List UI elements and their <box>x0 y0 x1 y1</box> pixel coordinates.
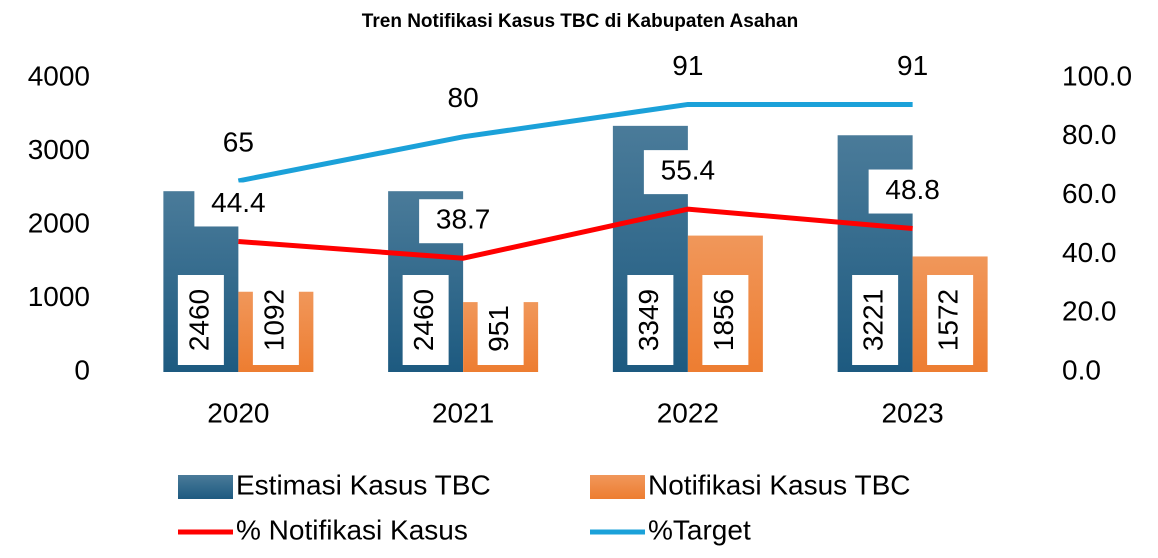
data-label: 3221 <box>858 289 889 351</box>
y2-tick-label: 80.0 <box>1062 119 1117 150</box>
x-tick-label: 2021 <box>432 397 494 428</box>
data-label-box <box>868 169 957 214</box>
y2-tick-label: 60.0 <box>1062 178 1117 209</box>
line <box>237 101 913 184</box>
y2-tick-label: 20.0 <box>1062 296 1117 327</box>
data-label: 1856 <box>708 289 739 351</box>
data-label: 44.4 <box>211 187 266 218</box>
legend-label: Estimasi Kasus TBC <box>236 469 491 500</box>
data-label: 951 <box>483 305 514 352</box>
x-tick-label: 2023 <box>881 397 943 428</box>
legend-label: Notifikasi Kasus TBC <box>648 469 910 500</box>
y2-tick-label: 40.0 <box>1062 237 1117 268</box>
data-label-box <box>402 275 449 365</box>
data-label: 3349 <box>633 289 664 351</box>
data-label: 38.7 <box>436 204 491 235</box>
data-label-box <box>927 275 974 365</box>
y-tick-label: 0 <box>74 354 90 385</box>
data-label: 1092 <box>258 289 289 351</box>
data-label: 2460 <box>408 289 439 351</box>
legend-label: %Target <box>648 514 751 545</box>
data-label: 91 <box>897 50 928 81</box>
data-label-box <box>252 275 299 365</box>
x-tick-label: 2020 <box>207 397 269 428</box>
y-tick-label: 1000 <box>28 281 90 312</box>
x-tick-label: 2022 <box>657 397 719 428</box>
data-label: 48.8 <box>885 174 940 205</box>
data-label-box <box>643 45 732 90</box>
data-label-box <box>627 275 674 365</box>
data-label-box <box>852 275 899 365</box>
y2-tick-label: 0.0 <box>1062 354 1101 385</box>
data-label: 1572 <box>933 289 964 351</box>
chart-title: Tren Notifikasi Kasus TBC di Kabupaten A… <box>362 11 798 32</box>
data-label-box <box>868 45 957 90</box>
y2-tick-label: 100.0 <box>1062 60 1132 91</box>
y-tick-label: 4000 <box>28 60 90 91</box>
legend-swatch <box>178 475 233 499</box>
data-label-box <box>194 182 283 227</box>
data-label-box <box>643 150 732 195</box>
data-label: 65 <box>223 126 254 157</box>
legend-label: % Notifikasi Kasus <box>236 514 468 545</box>
legend-swatch <box>590 475 645 499</box>
data-label-box <box>477 292 524 365</box>
data-label: 55.4 <box>661 155 716 186</box>
data-label-box <box>177 275 224 365</box>
data-label-box <box>194 121 283 166</box>
data-label-box <box>702 275 749 365</box>
y-tick-label: 3000 <box>28 134 90 165</box>
data-label: 80 <box>448 82 479 113</box>
data-label: 91 <box>672 50 703 81</box>
line <box>238 206 913 261</box>
data-label-box <box>419 199 508 244</box>
data-label-box <box>419 77 508 122</box>
y-tick-label: 2000 <box>28 207 90 238</box>
data-label: 2460 <box>183 289 214 351</box>
